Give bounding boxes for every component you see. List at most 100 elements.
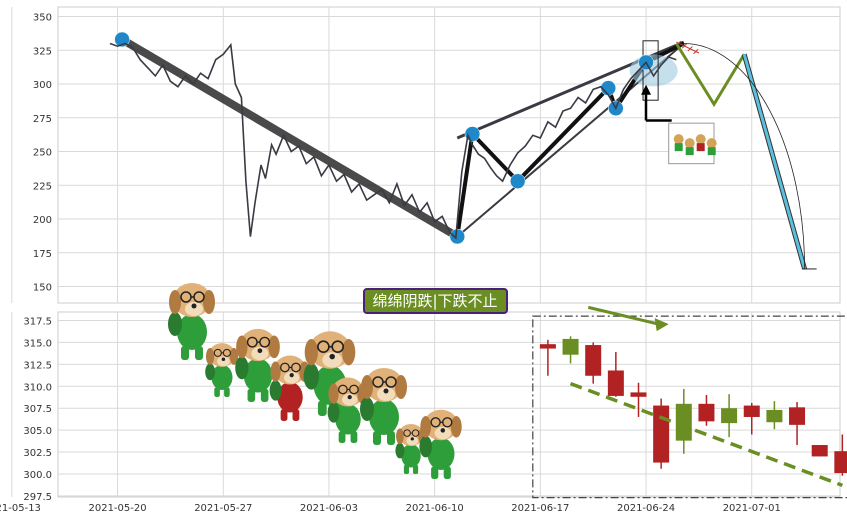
dog-ear xyxy=(420,416,432,438)
highlight-ellipse xyxy=(629,54,678,87)
dog-ear xyxy=(361,375,373,399)
dog-nose xyxy=(289,372,294,378)
dog-overalls xyxy=(401,444,421,468)
candle-body xyxy=(562,338,579,355)
dog-muzzle xyxy=(342,393,358,406)
dog-overalls xyxy=(211,364,233,390)
x-tick-label: 2021-05-27 xyxy=(194,503,252,514)
dog-glasses-lens xyxy=(349,384,359,395)
dog-ear xyxy=(205,348,215,365)
dog-ear xyxy=(169,290,181,314)
top-y-tick-label: 175 xyxy=(33,249,52,260)
bottom-y-tick-label: 317.5 xyxy=(23,317,52,328)
annotation-label-box xyxy=(363,288,508,314)
x-tick-label: 2021-06-17 xyxy=(511,503,569,514)
dog-leg xyxy=(338,431,346,443)
dog-backpack xyxy=(327,402,340,423)
dog-backpack xyxy=(419,435,432,458)
dog-sticker-group xyxy=(168,283,462,479)
price-line xyxy=(109,42,677,240)
bottom-y-tick-label: 305.0 xyxy=(23,426,52,437)
bottom-y-tick-label: 315.0 xyxy=(23,338,52,349)
dog-ear xyxy=(236,335,248,359)
bottom-y-tick-label: 300.0 xyxy=(23,470,52,481)
dog-glasses-lens xyxy=(246,336,258,348)
dog-glasses-lens xyxy=(338,384,348,395)
top-grid xyxy=(11,7,840,303)
dog-overalls xyxy=(335,403,361,435)
candle-body xyxy=(630,392,647,397)
candle-body xyxy=(789,407,806,425)
dog-leg xyxy=(317,400,327,416)
candle-body xyxy=(539,344,556,349)
bottom-y-tick-label: 297.5 xyxy=(23,492,52,503)
dog-sticker xyxy=(327,377,368,443)
dog-leg xyxy=(403,464,410,474)
dog-backpack xyxy=(168,312,182,336)
dog-leg xyxy=(214,387,220,397)
top-y-tick-label: 325 xyxy=(33,46,52,57)
inset-dog-body xyxy=(685,147,694,156)
top-panel: 150 175 200 225 250 275 300 325 350 xyxy=(11,6,841,304)
candle-body xyxy=(811,445,828,457)
dog-overalls xyxy=(427,437,455,470)
dog-nose xyxy=(410,437,414,441)
dog-nose xyxy=(440,428,446,433)
candle-body xyxy=(834,451,847,474)
top-y-tick-label: 275 xyxy=(33,114,52,125)
bottom-y-ticks: 297.5 300.0 302.5 305.0 307.5 310.0 312.5 315.0… xyxy=(23,317,52,503)
projection-cyan-path xyxy=(742,53,807,270)
top-y-tick-label: 300 xyxy=(33,80,52,91)
dog-muzzle xyxy=(434,426,451,440)
top-plot-frame xyxy=(57,6,841,304)
bottom-y-tick-label: 310.0 xyxy=(23,382,52,393)
dog-ear xyxy=(229,348,239,365)
dog-ear xyxy=(328,383,339,404)
pivot-marker xyxy=(449,228,466,245)
dog-backpack xyxy=(235,356,249,380)
dog-ear xyxy=(342,339,356,366)
inset-dog-body xyxy=(696,143,705,152)
candle-body xyxy=(675,403,692,441)
dog-leg xyxy=(412,464,419,474)
annotation-arrow-shaft xyxy=(587,305,660,326)
inset-dog-body xyxy=(707,147,716,156)
dog-leg xyxy=(181,346,189,360)
dog-muzzle xyxy=(406,436,419,446)
dog-backpack xyxy=(303,363,319,390)
projection-arc xyxy=(683,43,805,269)
bottom-y-tick-label: 302.5 xyxy=(23,448,52,459)
dog-glasses-lens xyxy=(331,340,345,354)
dog-nose xyxy=(257,348,263,354)
top-y-tick-label: 250 xyxy=(33,148,52,159)
inset-dog-body xyxy=(674,143,683,152)
dog-ear xyxy=(270,361,281,382)
dog-ear xyxy=(203,290,215,314)
inset-dog-head xyxy=(706,138,717,149)
dog-backpack xyxy=(269,380,282,401)
x-tick-label: 2021-05-13 xyxy=(0,503,41,514)
x-tick-label: 2021-05-20 xyxy=(88,503,146,514)
dog-leg xyxy=(292,409,300,421)
x-tick-label: 2021-06-10 xyxy=(406,503,464,514)
bottom-grid xyxy=(11,312,840,497)
dog-nose xyxy=(383,388,389,394)
dog-leg xyxy=(373,431,381,445)
dog-muzzle xyxy=(284,371,300,384)
candle-body xyxy=(721,408,738,424)
dog-muzzle xyxy=(251,346,269,361)
annotation-arrowhead xyxy=(654,318,669,332)
dog-leg xyxy=(431,466,439,479)
dog-nose xyxy=(347,394,352,400)
dog-backpack xyxy=(360,397,374,421)
candle-body xyxy=(607,370,624,396)
dog-glasses-lens xyxy=(317,340,330,354)
bottom-y-tick-label: 312.5 xyxy=(23,360,52,371)
candle-body xyxy=(585,345,602,376)
dog-ear xyxy=(395,375,407,399)
dog-sticker xyxy=(269,355,310,421)
top-y-tick-label: 200 xyxy=(33,215,52,226)
dog-glasses-lens xyxy=(280,362,290,373)
bottom-y-tick-label: 307.5 xyxy=(23,404,52,415)
